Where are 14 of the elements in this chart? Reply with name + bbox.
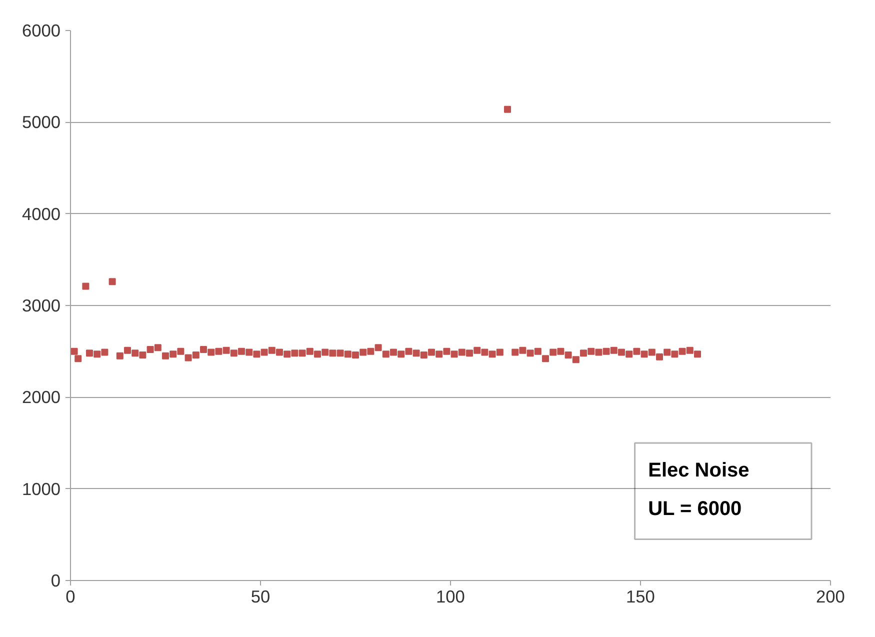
y-tick-label: 2000 xyxy=(22,387,61,408)
annotation: UL = 6000 xyxy=(648,498,742,520)
y-tick-label: 6000 xyxy=(22,20,61,40)
y-tick-label: 5000 xyxy=(22,112,61,132)
x-tick-label: 150 xyxy=(626,586,655,606)
y-tick-label: 3000 xyxy=(22,296,61,316)
y-tick-label: 4000 xyxy=(22,204,61,224)
x-tick-label: 0 xyxy=(66,586,76,606)
annotation: Elec Noise xyxy=(648,460,750,482)
y-tick-label: 1000 xyxy=(22,478,61,499)
x-tick-label: 200 xyxy=(816,586,845,606)
x-tick-label: 50 xyxy=(250,586,270,606)
y-tick-label: 0 xyxy=(50,570,61,590)
x-tick-label: 100 xyxy=(436,586,465,606)
